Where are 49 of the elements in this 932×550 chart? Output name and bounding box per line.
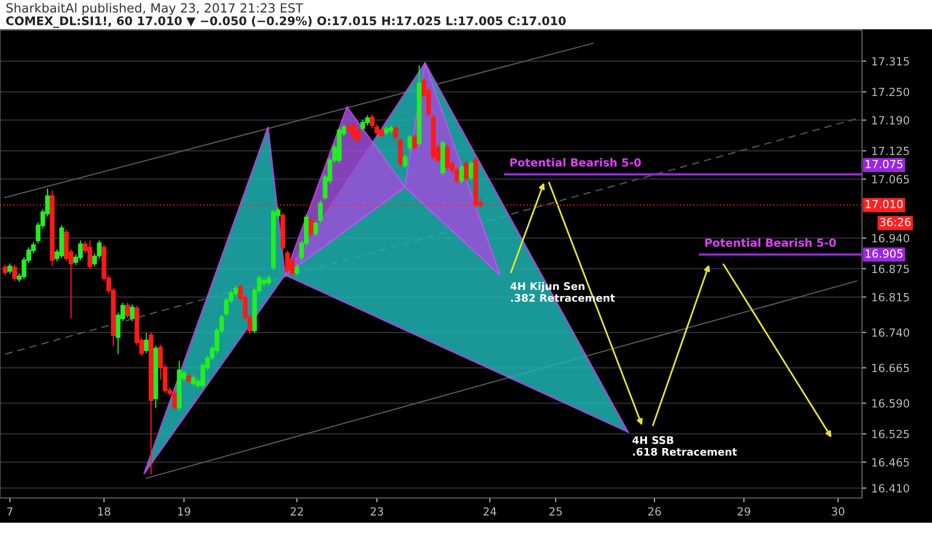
annotation: 17.010 bbox=[866, 200, 903, 208]
y-tick-label: 17.125 bbox=[872, 146, 909, 156]
x-tick-label: 26 bbox=[648, 507, 661, 516]
ref-line-label: Potential Bearish 5-0 bbox=[705, 238, 836, 247]
text: 36:26 bbox=[880, 218, 911, 226]
annotation: 4H SSB .618 Retracement bbox=[632, 436, 737, 456]
x-tick-label: 22 bbox=[290, 507, 303, 516]
candlestick bbox=[2, 264, 8, 276]
ref-line-label: Potential Bearish 5-0 bbox=[510, 158, 641, 167]
x-tick-label: 29 bbox=[738, 507, 750, 516]
candlestick bbox=[412, 134, 417, 151]
candlestick bbox=[12, 264, 17, 282]
y-tick-label: 16.665 bbox=[872, 364, 909, 372]
y-tick-label: 16.815 bbox=[872, 293, 909, 302]
candlestick bbox=[186, 372, 192, 384]
candlestick bbox=[459, 164, 464, 184]
y-tick-label: 17.250 bbox=[872, 88, 910, 96]
x-tick-label: 30 bbox=[832, 507, 844, 516]
candlestick bbox=[468, 160, 474, 181]
x-tick-label: 24 bbox=[484, 507, 496, 516]
annotation: 16.905 bbox=[866, 249, 902, 258]
y-tick-label: 16.525 bbox=[872, 430, 909, 438]
y-tick-label: 17.190 bbox=[872, 116, 910, 124]
candlestick bbox=[8, 262, 12, 274]
y-tick-label: 16.410 bbox=[872, 484, 910, 492]
candlestick bbox=[308, 216, 314, 237]
x-tick-label: 23 bbox=[370, 507, 384, 516]
candlestick bbox=[370, 114, 375, 129]
candlestick bbox=[407, 134, 412, 151]
x-tick-label: 7 bbox=[7, 507, 12, 516]
y-tick-label: 16.465 bbox=[872, 458, 909, 467]
candlestick bbox=[144, 332, 149, 354]
candlestick bbox=[464, 160, 469, 182]
candlestick bbox=[125, 302, 130, 319]
chart-subtitle: COMEX_DL:SI1!, 60 17.010 ▼ −0.050 (−0.29%) O:17.015 H:17.025 L:17.005 C:17.010 bbox=[6, 16, 566, 28]
candlestick bbox=[402, 154, 408, 169]
candlestick bbox=[294, 264, 300, 276]
y-tick-label: 16.875 bbox=[872, 264, 909, 274]
candlestick bbox=[130, 304, 135, 322]
y-tick-label: 16.940 bbox=[872, 234, 910, 242]
x-tick-label: 18 bbox=[98, 507, 110, 516]
text: 17.075 bbox=[866, 160, 902, 168]
y-tick-label: 17.065 bbox=[872, 175, 909, 184]
y-tick-label: 16.590 bbox=[872, 399, 910, 408]
y-tick-label: 17.315 bbox=[872, 57, 909, 66]
x-tick-label: 25 bbox=[549, 507, 562, 516]
chart-title: SharkbaitAl published, May 23, 2017 21:23 EST bbox=[6, 2, 304, 16]
x-tick-label: 19 bbox=[178, 507, 190, 516]
y-tick-label: 16.740 bbox=[872, 328, 910, 337]
